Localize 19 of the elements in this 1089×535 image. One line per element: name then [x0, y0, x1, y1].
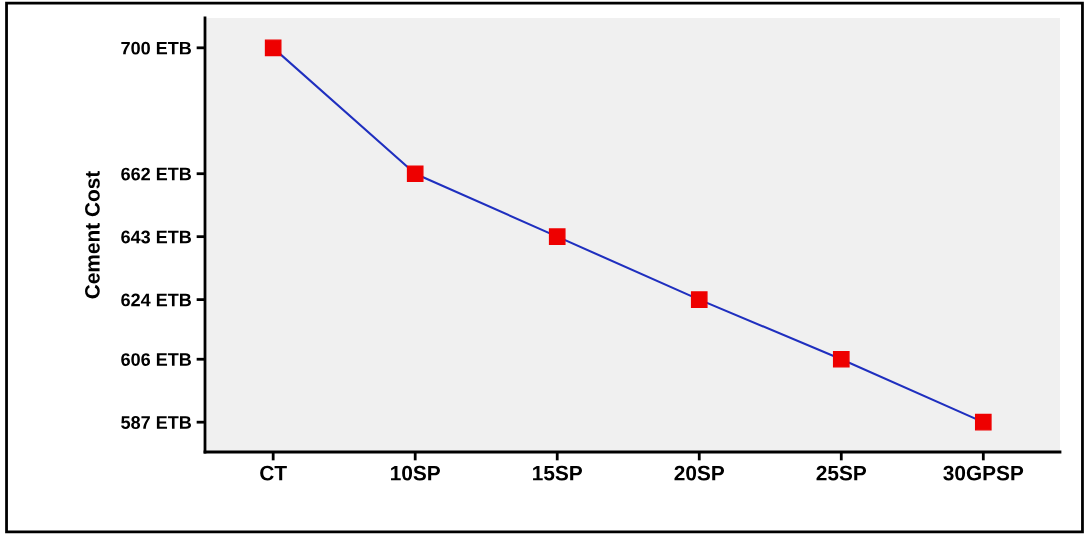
- x-tick-label: 10SP: [391, 465, 440, 481]
- y-tick-label: 700 ETB: [121, 41, 191, 55]
- point: [548, 228, 566, 245]
- y-axis-title: Cement Cost: [85, 171, 100, 299]
- x-tick-label: 30GPSP: [943, 465, 1024, 481]
- y-tick-label: 606 ETB: [121, 353, 191, 366]
- y-tick-label: 643 ETB: [121, 230, 191, 244]
- x-tick-label: 25SP: [816, 465, 867, 481]
- x-tick-label: CT: [260, 465, 287, 481]
- point: [832, 350, 850, 368]
- x-tick-label: 15SP: [533, 465, 582, 481]
- point: [406, 165, 424, 183]
- point: [690, 291, 708, 308]
- point: [974, 413, 992, 431]
- point: [264, 39, 282, 57]
- y-tick-label: 587 ETB: [121, 416, 191, 429]
- y-tick-label: 662 ETB: [121, 167, 191, 181]
- y-tick-label: 624 ETB: [121, 293, 191, 307]
- x-tick-label: 20SP: [674, 465, 725, 481]
